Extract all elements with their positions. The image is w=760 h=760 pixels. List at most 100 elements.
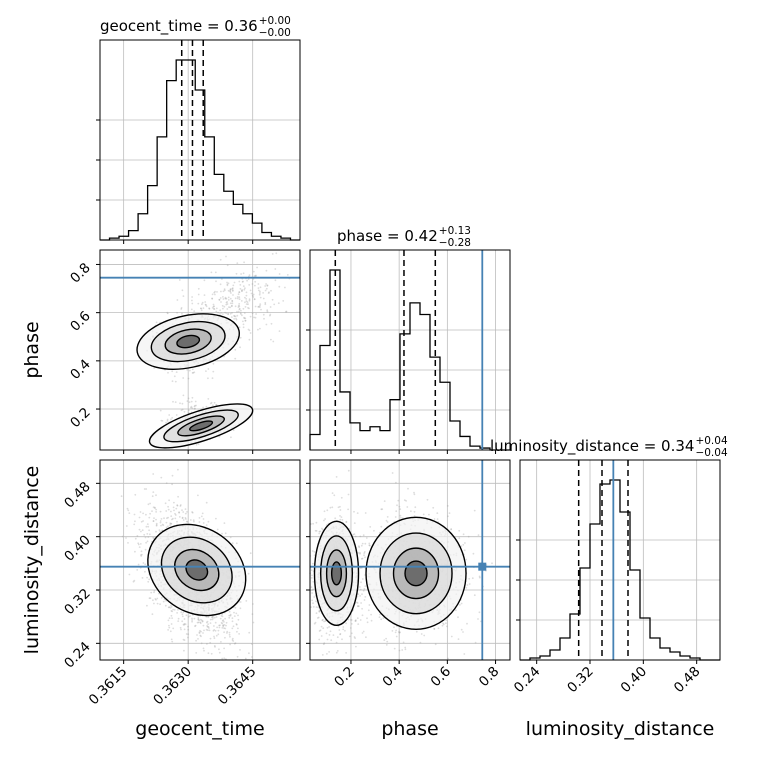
sample-point (238, 291, 241, 293)
sample-point (169, 604, 172, 607)
sample-point (391, 630, 394, 632)
sample-point (153, 591, 155, 594)
sample-point (395, 629, 397, 632)
sample-point (211, 297, 214, 300)
sample-point (241, 281, 244, 283)
panel-frame (309, 459, 511, 661)
sample-point (323, 510, 326, 513)
sample-point (463, 549, 466, 552)
sample-point (149, 597, 152, 600)
sample-point (207, 616, 210, 618)
sample-point (349, 619, 352, 621)
sample-point (167, 505, 170, 508)
sample-point (267, 292, 270, 294)
sample-point (186, 368, 189, 371)
sample-point (360, 544, 363, 547)
histogram-bin (440, 382, 450, 450)
sample-point (330, 639, 333, 642)
sample-point (216, 291, 218, 293)
sample-point (165, 510, 168, 512)
sample-point (337, 506, 340, 509)
sample-point (259, 303, 262, 305)
sample-point (266, 284, 269, 287)
sample-point (244, 319, 247, 322)
sample-point (395, 635, 398, 638)
sample-point (159, 521, 162, 524)
sample-point (264, 301, 267, 304)
histogram-bin (410, 303, 420, 450)
sample-point (238, 633, 241, 635)
sample-point (248, 338, 251, 341)
sample-point (241, 314, 243, 317)
sample-point (140, 555, 143, 557)
sample-point (201, 303, 203, 306)
sample-point (151, 495, 154, 498)
tick-label: 0.48 (61, 479, 94, 512)
sample-point (208, 629, 211, 632)
sample-point (147, 580, 150, 583)
sample-point (354, 620, 357, 622)
sample-point (146, 540, 149, 543)
panel-frame (99, 249, 301, 451)
sample-point (245, 303, 248, 305)
sample-point (213, 291, 216, 294)
sample-point (222, 298, 225, 300)
sample-point (210, 401, 213, 404)
sample-point (310, 569, 313, 571)
sample-point (210, 271, 213, 274)
scatter-phase-luminosity_distance (309, 460, 510, 660)
sample-point (202, 632, 204, 634)
sample-point (233, 315, 236, 318)
sample-point (366, 617, 368, 620)
histogram-bin (670, 652, 680, 660)
sample-point (260, 308, 262, 311)
sample-point (220, 621, 223, 624)
histogram-bin (243, 214, 253, 240)
sample-point (147, 525, 150, 528)
tick-label: 0.24 (511, 664, 544, 697)
sample-point (414, 506, 417, 509)
sample-point (213, 616, 216, 619)
sample-point (139, 511, 142, 513)
sample-point (422, 513, 425, 516)
sample-point (138, 546, 141, 548)
sample-point (213, 625, 215, 627)
histogram-bin (370, 427, 380, 450)
sample-point (242, 320, 244, 323)
sample-point (237, 618, 240, 621)
sample-point (399, 514, 402, 517)
sample-point (179, 402, 181, 405)
sample-point (182, 511, 185, 513)
sample-point (229, 289, 232, 292)
sample-point (428, 513, 430, 516)
sample-point (311, 588, 314, 591)
sample-point (171, 610, 174, 613)
sample-point (238, 308, 241, 311)
sample-point (310, 523, 312, 525)
histogram-phase (309, 250, 510, 451)
sample-point (344, 629, 346, 632)
sample-point (379, 613, 381, 616)
sample-point (359, 535, 362, 538)
sample-point (356, 602, 359, 604)
sample-point (212, 362, 215, 365)
sample-point (325, 632, 328, 635)
sample-point (340, 516, 343, 518)
sample-point (172, 608, 175, 611)
panel-frame (99, 459, 301, 661)
sample-point (254, 305, 257, 308)
sample-point (137, 563, 140, 566)
sample-point (169, 607, 172, 609)
x-axis-label-geocent-time: geocent_time (135, 718, 264, 740)
sample-point (193, 617, 196, 620)
sample-point (194, 624, 197, 627)
sample-point (226, 303, 229, 305)
sample-point (225, 303, 228, 306)
sample-point (352, 533, 354, 536)
sample-point (364, 542, 367, 545)
sample-point (218, 435, 221, 438)
sample-point (238, 280, 241, 283)
sample-point (361, 593, 363, 596)
histogram-bin (650, 638, 660, 660)
